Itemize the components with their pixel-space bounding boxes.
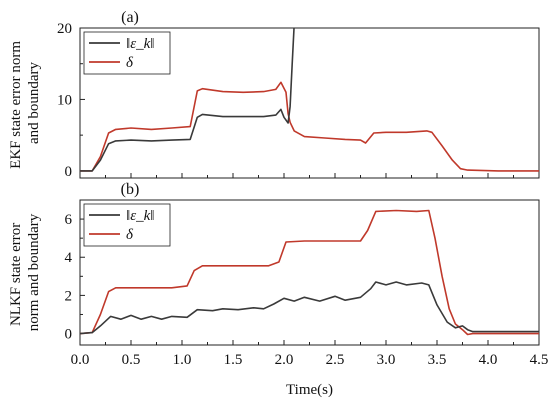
x-tick-label-1: 0.5	[122, 352, 141, 368]
series-line-b-1	[80, 209, 539, 336]
y-axis-title-a-line-2: and boundary	[26, 61, 42, 144]
legend-label-a-0: ‖ε_k‖	[126, 36, 155, 52]
y-tick-label-b-1: 2	[65, 288, 73, 304]
legend-label-b-1: δ	[126, 227, 134, 243]
y-tick-label-a-2: 20	[57, 21, 72, 37]
series-line-b-0	[80, 281, 539, 335]
y-axis-title-a: EKF state error norm and boundary	[8, 37, 42, 169]
series-group-b	[80, 209, 539, 336]
legend-box-a	[83, 31, 171, 75]
axes-a: 0 10 20	[57, 21, 540, 180]
legend-box-b	[83, 203, 171, 247]
legend-label-b-0: ‖ε_k‖	[126, 208, 155, 224]
series-group-a	[80, 28, 539, 172]
x-tick-label-7: 3.5	[428, 352, 447, 368]
series-line-a-1	[80, 81, 539, 172]
panel-label-a: (a)	[121, 9, 139, 26]
x-tick-label-4: 2.0	[275, 352, 294, 368]
x-tick-label-2: 1.0	[173, 352, 192, 368]
x-tick-label-3: 1.5	[224, 352, 243, 368]
axes-b: 0 2 4 6 0.0 0.5 1.0 1.5 2.0 2.5 3.0 3.5 4.0 4.5	[65, 212, 549, 368]
x-tick-label-9: 4.5	[530, 352, 549, 368]
x-tick-label-8: 4.0	[479, 352, 498, 368]
panel-a: 0 10 20 (a) EKF state error norm and bound…	[8, 9, 540, 180]
y-tick-label-a-1: 10	[57, 92, 72, 108]
legend-label-a-1: δ	[126, 55, 134, 71]
x-tick-label-0: 0.0	[71, 352, 90, 368]
y-axis-title-a-line-1: EKF state error norm	[8, 41, 24, 169]
panel-label-b: (b)	[121, 181, 140, 198]
x-axis-title: Time(s)	[286, 382, 333, 398]
y-tick-label-b-2: 4	[65, 250, 73, 266]
legend-b: ‖ε_k‖ δ	[83, 203, 171, 247]
y-axis-title-b-line-1: NLKF state error	[8, 223, 24, 326]
x-tick-label-5: 2.5	[326, 352, 345, 368]
y-tick-label-b-0: 0	[65, 327, 73, 343]
panel-b: 0 2 4 6 0.0 0.5 1.0 1.5 2.0 2.5 3.0 3.5 4.0 4.5 (b) N…	[8, 181, 548, 398]
y-tick-label-a-0: 0	[65, 164, 73, 180]
y-tick-label-b-3: 6	[65, 212, 73, 228]
y-axis-title-b: NLKF state error norm and boundary	[8, 213, 42, 331]
y-axis-title-b-line-2: norm and boundary	[26, 213, 42, 331]
legend-a: ‖ε_k‖ δ	[83, 31, 171, 75]
series-line-a-0	[80, 28, 295, 172]
x-tick-label-6: 3.0	[377, 352, 396, 368]
